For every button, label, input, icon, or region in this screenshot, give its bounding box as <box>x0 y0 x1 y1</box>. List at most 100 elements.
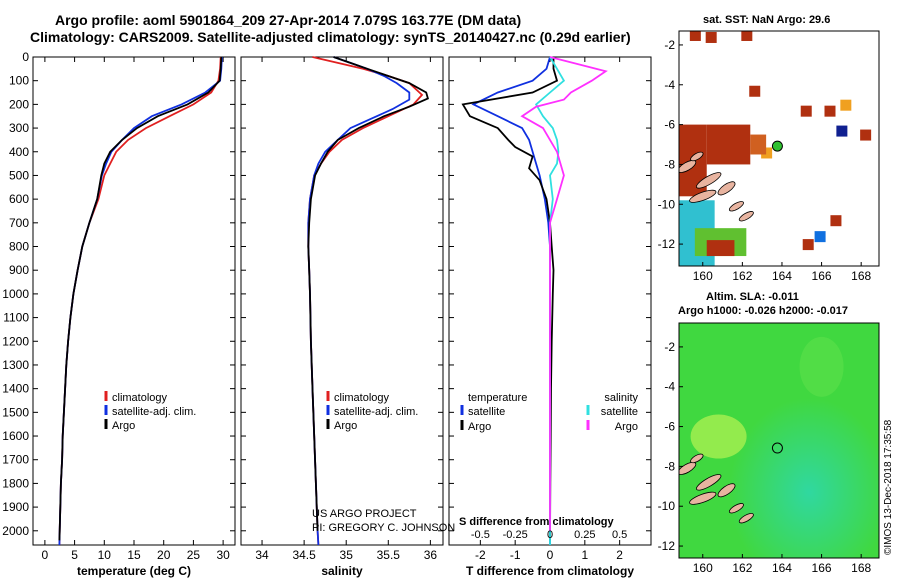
legend-entry: Argo <box>334 420 357 432</box>
s-tick-label: 0 <box>547 529 553 541</box>
y-tick-label: 1300 <box>2 358 29 372</box>
map-y-tick-label: -10 <box>658 499 676 513</box>
sst-cell <box>836 125 848 137</box>
x-tick-label: 2 <box>616 548 623 562</box>
land-island <box>738 211 754 222</box>
y-tick-label: 800 <box>9 240 29 254</box>
sst-cell <box>800 105 812 117</box>
legend-entry: salinity <box>604 392 638 404</box>
map-content <box>679 323 879 558</box>
y-tick-label: 400 <box>9 145 29 159</box>
land-island <box>689 491 717 505</box>
land-island <box>728 503 744 514</box>
series-line <box>520 56 608 531</box>
map-x-tick-label: 162 <box>732 561 752 575</box>
y-tick-label: 1900 <box>2 500 29 514</box>
legend-entry: temperature <box>468 392 527 404</box>
panel-frame <box>240 56 444 546</box>
map-x-tick-label: 164 <box>772 269 792 283</box>
temperature-panel: 0100200300400500600700800900100011001200… <box>2 50 236 578</box>
legend-entry: climatology <box>112 392 168 404</box>
land-island <box>696 172 722 189</box>
map-x-tick-label: 168 <box>851 269 871 283</box>
sst-cell <box>802 239 814 251</box>
legend-entry: satellite-adj. clim. <box>334 406 418 418</box>
y-tick-label: 100 <box>9 74 29 88</box>
legend-entry: satellite <box>601 406 638 418</box>
x-tick-label: 34 <box>255 548 269 562</box>
map-content <box>679 31 879 266</box>
x-tick-label: 36 <box>424 548 438 562</box>
land-island <box>728 201 744 212</box>
salinity-panel: 34 34.5 35 35.5 36 salinity climatology satelli… <box>240 56 455 578</box>
map-y-tick-label: -2 <box>664 38 675 52</box>
land-island <box>696 474 722 491</box>
x-tick-label: 35.5 <box>377 548 401 562</box>
x-axis-label: T difference from climatology <box>466 564 634 578</box>
x-tick-label: 20 <box>157 548 171 562</box>
y-tick-label: 1000 <box>2 287 29 301</box>
land-island <box>717 181 736 196</box>
x-tick-label: 0 <box>547 548 554 562</box>
x-tick-label: 30 <box>216 548 230 562</box>
legend-entry: Argo <box>112 420 135 432</box>
s-tick-label: -0.5 <box>471 529 490 541</box>
land-island <box>679 461 697 475</box>
map-frame <box>678 30 880 267</box>
map-x-tick-label: 160 <box>693 269 713 283</box>
sla-map-title: Altim. SLA: -0.011 <box>706 291 799 303</box>
sst-block <box>750 134 767 155</box>
x-axis-label: salinity <box>321 564 363 578</box>
y-tick-label: 700 <box>9 216 29 230</box>
land-island <box>679 159 697 173</box>
x-tick-label: 15 <box>127 548 141 562</box>
land-island <box>738 512 754 524</box>
sst-cell <box>840 99 852 111</box>
y-tick-label: 1700 <box>2 453 29 467</box>
legend-entry: satellite <box>468 406 505 418</box>
y-tick-label: 900 <box>9 263 29 277</box>
s-axis-label: S difference from climatology <box>459 516 615 528</box>
s-tick-label: 0.5 <box>612 529 627 541</box>
plot-title-line2: Climatology: CARS2009. Satellite-adjuste… <box>30 29 631 45</box>
y-tick-label: 600 <box>9 192 29 206</box>
sst-map-title: sat. SST: NaN Argo: 29.6 <box>703 14 831 26</box>
legend-entry: satellite-adj. clim. <box>112 406 196 418</box>
x-tick-label: -2 <box>475 548 486 562</box>
map-y-tick-label: -4 <box>664 380 675 394</box>
sst-cell <box>824 105 836 117</box>
y-tick-label: 1800 <box>2 476 29 490</box>
argo-height-title: Argo h1000: -0.026 h2000: -0.017 <box>678 305 848 317</box>
project-pi: PI: GREGORY C. JOHNSON <box>312 522 455 534</box>
x-tick-label: 0 <box>42 548 49 562</box>
series-line <box>471 56 551 545</box>
x-tick-label: 1 <box>581 548 588 562</box>
legend-entry: climatology <box>334 392 390 404</box>
s-tick-label: -0.25 <box>503 529 528 541</box>
map-x-tick-label: 166 <box>812 561 832 575</box>
x-tick-label: -1 <box>510 548 521 562</box>
series-line <box>307 56 429 531</box>
sst-map: 160 162 164 166 168 -2 -4 -6 -8 -10 -12 <box>658 30 880 283</box>
sst-cell <box>689 31 701 41</box>
y-tick-label: 0 <box>22 50 29 64</box>
s-tick-label: 0.25 <box>574 529 595 541</box>
series-line <box>58 56 223 546</box>
map-x-tick-label: 160 <box>693 561 713 575</box>
sst-block <box>706 124 751 165</box>
series-line <box>58 56 222 546</box>
difference-panel: -2 -1 0 1 2 T difference from climatology -0.5… <box>448 56 652 578</box>
sst-cell <box>741 31 753 41</box>
float-marker <box>771 442 783 454</box>
float-marker <box>771 140 783 152</box>
sla-patch <box>799 336 844 397</box>
legend-entry: Argo <box>615 421 638 433</box>
sst-cell <box>830 215 842 227</box>
sst-cell <box>761 147 773 159</box>
y-tick-label: 200 <box>9 97 29 111</box>
y-tick-label: 1100 <box>3 311 29 325</box>
y-tick-label: 300 <box>9 121 29 135</box>
y-tick-label: 1600 <box>2 429 29 443</box>
map-y-tick-label: -8 <box>664 459 675 473</box>
